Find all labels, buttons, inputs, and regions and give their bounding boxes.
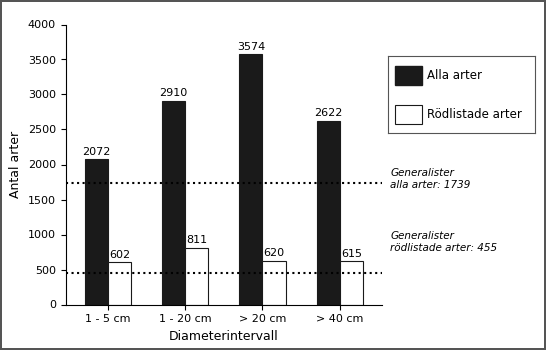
Text: 2622: 2622 (314, 108, 342, 118)
Bar (395, 105, 422, 124)
Text: Alla arter: Alla arter (428, 69, 483, 82)
Text: 620: 620 (264, 248, 284, 258)
Bar (108, 262, 131, 304)
Text: 615: 615 (341, 248, 362, 259)
Y-axis label: Antal arter: Antal arter (9, 131, 22, 198)
Bar (340, 261, 363, 304)
Text: Generalister
alla arter: 1739: Generalister alla arter: 1739 (390, 168, 471, 190)
Bar (317, 121, 340, 304)
X-axis label: Diameterintervall: Diameterintervall (169, 330, 279, 343)
Bar (263, 261, 286, 304)
Text: 3574: 3574 (237, 42, 265, 51)
Text: 2910: 2910 (159, 88, 188, 98)
Bar (239, 54, 263, 304)
Bar (85, 160, 108, 304)
Text: 602: 602 (109, 250, 130, 260)
Text: 2072: 2072 (82, 147, 111, 157)
Bar (185, 248, 209, 304)
Text: Generalister
rödlistade arter: 455: Generalister rödlistade arter: 455 (390, 231, 497, 253)
Bar (162, 101, 185, 304)
Text: Rödlistade arter: Rödlistade arter (428, 108, 523, 121)
Bar (395, 66, 422, 85)
Text: 811: 811 (186, 235, 207, 245)
